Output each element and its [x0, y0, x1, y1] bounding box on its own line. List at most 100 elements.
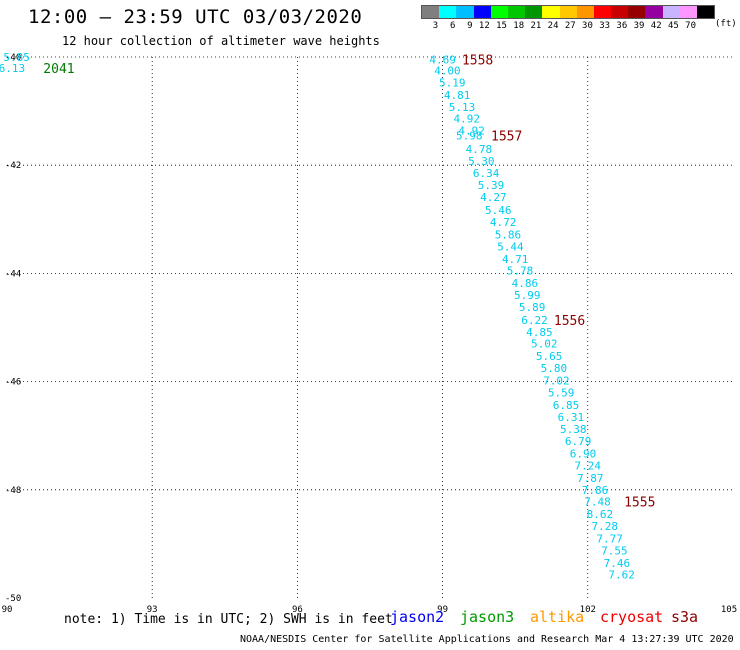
legend-tick: 36 — [616, 21, 628, 31]
swh-value: 4.27 — [480, 191, 507, 204]
x-tick-label: 96 — [292, 605, 303, 615]
legend-tick: 70 — [685, 21, 696, 31]
swh-value: 5.89 — [519, 301, 546, 314]
legend-swatch — [662, 6, 680, 18]
swh-value: 4.00 — [434, 65, 461, 78]
legend-swatch — [507, 6, 526, 18]
satellite-name-altika: altika — [530, 608, 585, 626]
legend-swatch — [679, 6, 697, 18]
swh-value: 7.55 — [601, 544, 628, 557]
satellite-name-cryosat: cryosat — [600, 608, 664, 626]
legend-swatch — [628, 6, 646, 18]
x-tick-label: 105 — [721, 605, 737, 615]
legend-tick: 15 — [496, 21, 507, 31]
swh-value: 5.46 — [485, 204, 512, 217]
legend-tick: 12 — [478, 21, 490, 31]
legend-swatch — [542, 6, 560, 18]
legend-tick: 3 — [432, 21, 439, 31]
swh-value: 5.59 — [548, 386, 575, 399]
swh-value: 7.48 — [584, 496, 611, 509]
legend-unit-label: (ft) — [715, 19, 737, 29]
legend-swatch — [593, 6, 612, 18]
swh-value: 5.38 — [560, 423, 587, 436]
swh-value: 4.78 — [466, 143, 493, 156]
swh-value: 6.79 — [565, 435, 592, 448]
pass-time-label: 1558 — [462, 54, 493, 69]
swh-value: 7.46 — [604, 557, 631, 570]
legend-swatch — [525, 6, 543, 18]
legend-swatch — [439, 6, 457, 18]
swh-value: 5.39 — [478, 179, 505, 192]
satellite-name-s3a: s3a — [671, 608, 699, 626]
swh-value: 7.87 — [577, 472, 604, 485]
swh-value: 6.31 — [558, 411, 585, 424]
swh-value: 4.69 — [429, 54, 456, 67]
legend-tick: 9 — [467, 21, 473, 31]
map-title: 12:00 – 23:59 UTC 03/03/2020 — [28, 6, 363, 28]
swh-value: 5.30 — [468, 155, 495, 168]
swh-value: 7.28 — [591, 520, 618, 533]
legend-tick: 33 — [599, 21, 611, 31]
swh-value: 5.85 — [3, 51, 30, 64]
y-tick-label: -50 — [5, 594, 21, 604]
swh-value: 6.85 — [553, 399, 580, 412]
satellite-name-jason2: jason2 — [390, 608, 445, 626]
pass-time-label: 1556 — [554, 314, 585, 329]
swh-value: 6.34 — [473, 167, 500, 180]
swh-value: 4.81 — [444, 89, 471, 102]
legend-swatch — [559, 6, 577, 18]
legend-tick: 21 — [530, 21, 542, 31]
legend-tick: 39 — [633, 21, 645, 31]
legend-swatch — [645, 6, 663, 18]
swh-value: 6.90 — [570, 448, 597, 461]
swh-value: 4.92 — [454, 113, 481, 126]
swh-value: 5.80 — [541, 362, 568, 375]
y-tick-label: -48 — [5, 486, 21, 496]
legend-swatch — [490, 6, 508, 18]
swh-value: 4.86 — [512, 277, 539, 290]
swh-value: 5.86 — [495, 228, 522, 241]
swh-value: 5.13 — [449, 101, 476, 114]
x-tick-label: 99 — [437, 605, 448, 615]
swh-value: 4.72 — [490, 216, 517, 229]
y-tick-label: -44 — [5, 269, 21, 279]
swh-value: 8.62 — [587, 508, 614, 521]
legend-swatch — [422, 6, 440, 18]
swh-value: 4.85 — [526, 326, 553, 339]
swh-value: 5.02 — [531, 338, 558, 351]
pass-time-label: 1557 — [491, 129, 522, 144]
swh-value: 5.44 — [497, 240, 524, 253]
swh-value: 4.92 — [458, 125, 485, 138]
legend-tick: 30 — [582, 21, 593, 31]
pass-time-label: 2041 — [43, 62, 74, 77]
legend-tick: 42 — [650, 21, 662, 31]
swh-value: 7.24 — [575, 459, 602, 472]
swh-value: 7.02 — [543, 375, 570, 388]
y-tick-label: -46 — [5, 378, 21, 388]
swh-value: 7.77 — [596, 532, 623, 545]
swh-value: 5.78 — [507, 265, 534, 278]
satellite-name-jason3: jason3 — [460, 608, 515, 626]
legend-tick: 18 — [513, 21, 525, 31]
swh-value: 5.65 — [536, 350, 563, 363]
legend-tick: 6 — [449, 21, 456, 31]
swh-value: 6.13 — [0, 62, 25, 75]
legend-tick: 27 — [564, 21, 576, 31]
swh-value: 7.62 — [608, 569, 635, 582]
swh-value: 7.86 — [582, 484, 609, 497]
legend-tick-labels: 3 6 9 12 15 18 21 24 27 30 33 36 39 42 45 70 — [421, 21, 715, 31]
y-tick-label: -42 — [5, 161, 21, 171]
pass-time-label: 1555 — [624, 496, 655, 511]
legend-swatch — [576, 6, 594, 18]
footer-credit: NOAA/NESDIS Center for Satellite Applica… — [240, 634, 734, 645]
x-tick-label: 102 — [580, 605, 596, 615]
swh-value: 5.99 — [514, 289, 541, 302]
swh-value: 5.19 — [439, 76, 466, 89]
map-subtitle: 12 hour collection of altimeter wave hei… — [62, 34, 380, 48]
y-tick-label: -40 — [5, 53, 21, 63]
swh-value: 5.98 — [456, 129, 483, 142]
legend-swatch — [697, 6, 715, 18]
swh-value: 6.22 — [521, 314, 548, 327]
legend-color-bar — [421, 5, 716, 19]
swh-value: 4.71 — [502, 253, 529, 266]
